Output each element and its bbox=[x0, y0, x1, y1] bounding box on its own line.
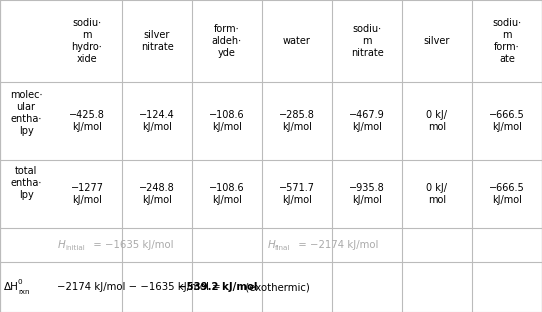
Text: molec⋅
ular
entha⋅
lpy: molec⋅ ular entha⋅ lpy bbox=[10, 90, 42, 136]
Text: sodiu⋅
m
hydro⋅
xide: sodiu⋅ m hydro⋅ xide bbox=[72, 18, 102, 64]
Text: −666.5
kJ/mol: −666.5 kJ/mol bbox=[489, 110, 525, 132]
Text: −248.8
kJ/mol: −248.8 kJ/mol bbox=[139, 183, 175, 205]
Text: silver
nitrate: silver nitrate bbox=[140, 30, 173, 52]
Text: rxn: rxn bbox=[18, 289, 29, 295]
Text: −467.9
kJ/mol: −467.9 kJ/mol bbox=[349, 110, 385, 132]
Text: (exothermic): (exothermic) bbox=[242, 282, 310, 292]
Text: H: H bbox=[268, 240, 276, 250]
Text: 0 kJ/
mol: 0 kJ/ mol bbox=[427, 183, 448, 205]
Text: −425.8
kJ/mol: −425.8 kJ/mol bbox=[69, 110, 105, 132]
Text: form⋅
aldeh⋅
yde: form⋅ aldeh⋅ yde bbox=[212, 24, 242, 58]
Text: total
entha⋅
lpy: total entha⋅ lpy bbox=[10, 166, 42, 200]
Text: −539.2 kJ/mol: −539.2 kJ/mol bbox=[178, 282, 258, 292]
Text: silver: silver bbox=[424, 36, 450, 46]
Text: initial: initial bbox=[65, 245, 85, 251]
Text: −666.5
kJ/mol: −666.5 kJ/mol bbox=[489, 183, 525, 205]
Text: −108.6
kJ/mol: −108.6 kJ/mol bbox=[209, 183, 245, 205]
Text: final: final bbox=[275, 245, 291, 251]
Text: −2174 kJ/mol − −1635 kJ/mol =: −2174 kJ/mol − −1635 kJ/mol = bbox=[57, 282, 224, 292]
Text: = −2174 kJ/mol: = −2174 kJ/mol bbox=[295, 240, 378, 250]
Text: 0 kJ/
mol: 0 kJ/ mol bbox=[427, 110, 448, 132]
Text: −285.8
kJ/mol: −285.8 kJ/mol bbox=[279, 110, 315, 132]
Text: −108.6
kJ/mol: −108.6 kJ/mol bbox=[209, 110, 245, 132]
Text: = −1635 kJ/mol: = −1635 kJ/mol bbox=[90, 240, 173, 250]
Text: water: water bbox=[283, 36, 311, 46]
Text: H: H bbox=[58, 240, 66, 250]
Text: −571.7
kJ/mol: −571.7 kJ/mol bbox=[279, 183, 315, 205]
Text: sodiu⋅
m
form⋅
ate: sodiu⋅ m form⋅ ate bbox=[492, 18, 521, 64]
Text: −1277
kJ/mol: −1277 kJ/mol bbox=[70, 183, 104, 205]
Text: sodiu⋅
m
nitrate: sodiu⋅ m nitrate bbox=[351, 24, 383, 58]
Text: −124.4
kJ/mol: −124.4 kJ/mol bbox=[139, 110, 175, 132]
Text: 0: 0 bbox=[18, 280, 23, 285]
Text: ΔH: ΔH bbox=[4, 282, 19, 292]
Text: −935.8
kJ/mol: −935.8 kJ/mol bbox=[349, 183, 385, 205]
